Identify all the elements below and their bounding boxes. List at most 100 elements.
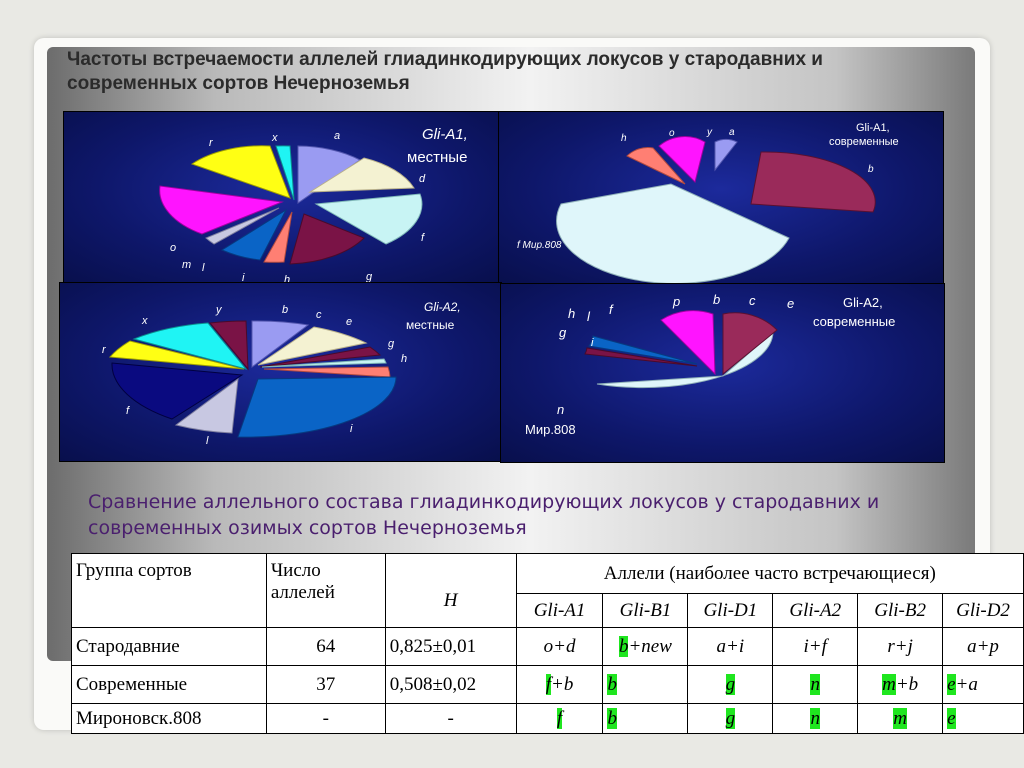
- slice-i: [220, 208, 288, 261]
- chart-title-2: современные: [829, 136, 899, 148]
- section-subtitle: Сравнение аллельного состава глиадинкоди…: [88, 491, 880, 539]
- pie-slices: [584, 310, 778, 389]
- slice-h: [263, 366, 391, 378]
- label-d: d: [419, 173, 426, 185]
- slice-b: [750, 151, 876, 213]
- table-loci-row: Gli-A1 Gli-B1 Gli-D1 Gli-A2 Gli-B2 Gli-D…: [72, 593, 1024, 628]
- label-h: h: [284, 274, 290, 283]
- label-e: e: [787, 296, 794, 311]
- allele-main: e: [947, 673, 956, 695]
- allele-cell: i+f: [772, 627, 859, 666]
- chart-gli-a2-modern: p b c e h l f g i n Мир.808 Gli-A2, совр…: [500, 283, 945, 463]
- allele-cell: m+b: [857, 665, 944, 704]
- allele-cell: f: [515, 703, 604, 734]
- allele-cell: e+a: [942, 665, 1024, 704]
- slice-g: [584, 347, 698, 367]
- slice-l: [174, 377, 239, 434]
- allele-cell: b: [602, 665, 689, 704]
- table-row: Современные 37 0,508±0,02 f+b b g n m+b …: [71, 665, 1024, 704]
- label-c: c: [316, 309, 322, 321]
- allele-main: n: [810, 707, 820, 729]
- chart-title-2: местные: [406, 318, 455, 332]
- slice-g: [261, 358, 387, 368]
- header-group: Группа сортов: [71, 553, 267, 628]
- allele-extra: +a: [955, 673, 978, 695]
- label-x: x: [141, 315, 148, 327]
- row-H: -: [384, 703, 517, 734]
- header-alleles: Аллели (наиболее часто встречающиеся): [515, 553, 1024, 594]
- slice-o: [658, 136, 706, 183]
- label-y: y: [706, 127, 713, 138]
- allele-main: n: [810, 673, 820, 695]
- slice-b: [722, 312, 778, 376]
- slice-h: [263, 211, 293, 263]
- label-r: r: [209, 137, 214, 149]
- slice-h: [626, 147, 686, 185]
- slice-d: [308, 157, 415, 193]
- label-o: o: [669, 128, 675, 139]
- chart-title-1: Gli-A1,: [422, 126, 468, 143]
- slice-p: [660, 310, 716, 376]
- label-h: h: [621, 133, 627, 144]
- chart-gli-a1-modern: a y o h b f Мир.808 Gli-A1, современные: [498, 111, 944, 284]
- allele-main: b: [607, 707, 617, 729]
- chart-title-2: местные: [407, 149, 467, 166]
- row-count: -: [265, 703, 386, 734]
- locus-header: Gli-B2: [857, 593, 944, 628]
- allele-extra: i+f: [803, 635, 827, 657]
- chart-title-2: современные: [813, 314, 895, 329]
- slice-i: [588, 335, 698, 365]
- label-e: e: [346, 316, 352, 328]
- label-o: o: [170, 242, 176, 254]
- slice-a: [714, 138, 738, 172]
- label-b: b: [282, 304, 288, 316]
- chart-gli-a1-local-svg: a d f g h i l m o r x Gli-A1, местные: [159, 126, 468, 283]
- header-H: H: [384, 553, 517, 628]
- chart-gli-a2-local-svg: b c e g h i l f r x y Gli-A2, местные: [102, 300, 461, 447]
- table-row: Стародавние 64 0,825±0,01 o+d b+new a+i …: [71, 627, 1024, 666]
- allele-cell: g: [687, 703, 774, 734]
- slice-i: [237, 376, 397, 438]
- allele-main: g: [725, 673, 736, 695]
- allele-cell: b: [602, 703, 689, 734]
- label-l: l: [206, 435, 209, 447]
- pie-slices: [108, 320, 397, 438]
- allele-cell: e: [942, 703, 1024, 734]
- allele-extra: +b: [895, 673, 919, 695]
- row-group: Стародавние: [71, 627, 267, 666]
- slice-f: [314, 193, 423, 245]
- chart-title-1: Gli-A1,: [856, 122, 890, 134]
- label-h: h: [568, 306, 575, 321]
- allele-main: m: [893, 707, 907, 729]
- label-f: f: [126, 405, 130, 417]
- allele-cell: b+new: [602, 627, 689, 666]
- header-count: Число аллелей: [265, 553, 386, 628]
- allele-extra: +new: [628, 635, 672, 657]
- label-n: n: [557, 402, 564, 417]
- label-l: l: [587, 309, 591, 324]
- locus-header: Gli-A2: [772, 593, 859, 628]
- allele-main: b: [607, 673, 617, 695]
- label-f: f: [609, 302, 614, 317]
- slice-o: [159, 185, 284, 235]
- chart-gli-a1-modern-svg: a y o h b f Мир.808 Gli-A1, современные: [517, 122, 899, 283]
- locus-header: Gli-D1: [687, 593, 774, 628]
- locus-header: Gli-B1: [602, 593, 689, 628]
- slice-g: [289, 213, 365, 265]
- label-p: p: [672, 294, 680, 309]
- label-a: a: [729, 127, 735, 138]
- label-l: l: [202, 262, 205, 274]
- label-b: b: [713, 292, 720, 307]
- label-i: i: [350, 423, 353, 435]
- slice-a: [297, 145, 361, 204]
- row-count: 64: [265, 627, 386, 666]
- slice-e: [259, 346, 382, 368]
- label-b: b: [868, 164, 874, 175]
- label-m: m: [182, 259, 191, 271]
- locus-header: Gli-D2: [942, 593, 1024, 628]
- slide-title: Частоты встречаемости аллелей глиадинкод…: [67, 49, 823, 94]
- slice-f: [556, 183, 790, 283]
- slice-r: [108, 340, 245, 370]
- allele-cell: g: [687, 665, 774, 704]
- label-h: h: [401, 353, 407, 365]
